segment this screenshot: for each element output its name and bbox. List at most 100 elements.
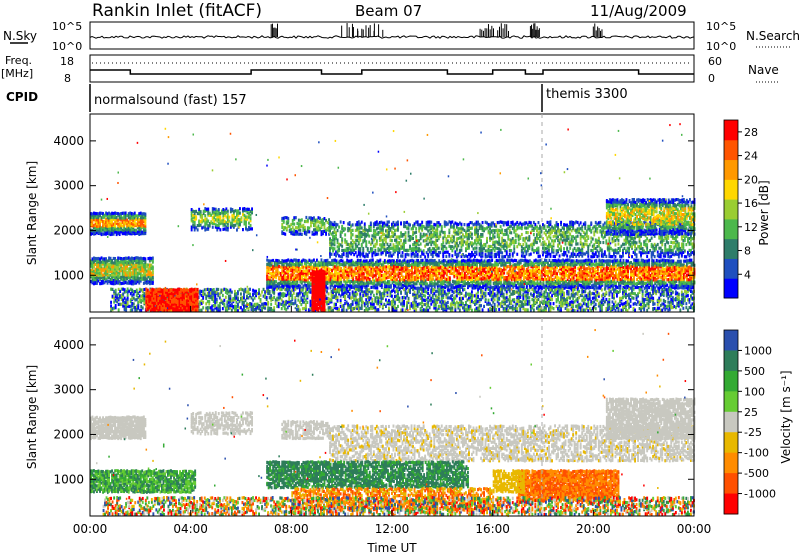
power-cell	[297, 273, 300, 277]
power-cell	[370, 258, 373, 262]
power-cell	[105, 213, 107, 217]
power-cell	[365, 259, 368, 263]
power-cell	[536, 247, 538, 251]
power-cell	[329, 286, 332, 290]
power-cell	[133, 218, 136, 222]
power-cell	[654, 200, 657, 204]
power-cell	[97, 279, 100, 283]
power-cell	[600, 234, 603, 238]
power-cell	[655, 244, 658, 248]
power-cell	[91, 267, 94, 271]
power-cell	[205, 207, 208, 211]
power-cell	[285, 271, 288, 275]
power-cell	[434, 223, 437, 227]
power-cell	[232, 213, 235, 217]
power-cell	[339, 232, 342, 236]
power-cell	[628, 218, 631, 223]
power-cell	[325, 259, 327, 263]
power-cell	[232, 215, 235, 219]
power-cell	[356, 244, 359, 248]
power-cell	[294, 279, 297, 283]
power-cell	[457, 254, 460, 258]
power-cell	[427, 229, 430, 233]
power-cell	[322, 218, 324, 222]
power-cell	[109, 259, 112, 263]
power-cell	[610, 208, 613, 212]
power-cell	[543, 250, 546, 254]
power-cell	[605, 204, 608, 208]
power-cell	[347, 273, 350, 278]
power-cell	[228, 219, 231, 223]
power-cell	[409, 246, 411, 250]
power-cell	[106, 262, 109, 266]
power-cell	[404, 225, 407, 229]
power-cell	[341, 259, 344, 263]
power-cell	[219, 219, 222, 223]
power-cell	[133, 275, 136, 279]
power-cell	[291, 218, 294, 223]
power-cell	[543, 242, 546, 246]
power-cell	[425, 225, 428, 229]
power-cell	[365, 267, 368, 271]
power-cell	[687, 200, 690, 204]
power-cell	[532, 239, 535, 243]
power-cell	[407, 253, 410, 257]
power-cell	[670, 210, 673, 214]
power-cell	[386, 230, 389, 235]
power-cell	[608, 232, 611, 236]
power-cell	[363, 236, 366, 240]
power-cell	[645, 209, 648, 213]
power-cell	[285, 259, 288, 263]
power-cell	[404, 253, 407, 257]
power-cell	[108, 232, 110, 236]
power-cell	[347, 279, 350, 283]
power-cell	[660, 220, 663, 224]
power-cell	[419, 232, 422, 236]
power-cell	[275, 265, 278, 269]
power-cell	[415, 230, 418, 234]
power-cell	[287, 283, 290, 287]
power-cell	[563, 233, 565, 237]
power-cell	[296, 279, 299, 283]
power-cell	[239, 207, 241, 211]
power-cell	[109, 222, 112, 226]
power-cell	[120, 213, 123, 218]
power-cell	[121, 278, 124, 282]
power-cell	[136, 224, 139, 228]
power-cell	[282, 227, 285, 231]
power-cell	[622, 200, 625, 204]
power-cell	[566, 254, 569, 258]
power-cell	[603, 221, 606, 225]
power-cell	[639, 216, 641, 220]
power-cell	[272, 265, 275, 269]
power-cell	[681, 213, 684, 217]
power-cell	[363, 224, 366, 228]
power-cell	[373, 279, 376, 283]
power-cell	[124, 232, 127, 236]
power-cell	[205, 222, 208, 226]
power-cell	[570, 240, 573, 245]
power-cell	[599, 240, 602, 245]
power-cell	[96, 275, 98, 279]
power-cell	[690, 220, 693, 225]
power-cell	[689, 222, 691, 226]
power-cell	[637, 231, 639, 235]
power-cell	[617, 238, 620, 242]
power-cell	[328, 261, 330, 265]
power-cell	[661, 250, 664, 254]
power-cell	[636, 206, 638, 210]
power-cell	[496, 221, 499, 225]
power-cell	[563, 250, 565, 254]
power-cell	[115, 271, 118, 275]
power-cell	[655, 200, 658, 204]
power-cell	[382, 265, 385, 269]
power-cell	[640, 246, 642, 250]
power-cell	[474, 250, 476, 254]
power-cell	[245, 220, 247, 224]
power-cell	[90, 212, 92, 216]
power-cell	[630, 232, 632, 237]
power-cell	[126, 260, 129, 264]
power-cell	[354, 223, 357, 227]
power-cell	[448, 234, 451, 238]
power-cell	[242, 207, 244, 211]
